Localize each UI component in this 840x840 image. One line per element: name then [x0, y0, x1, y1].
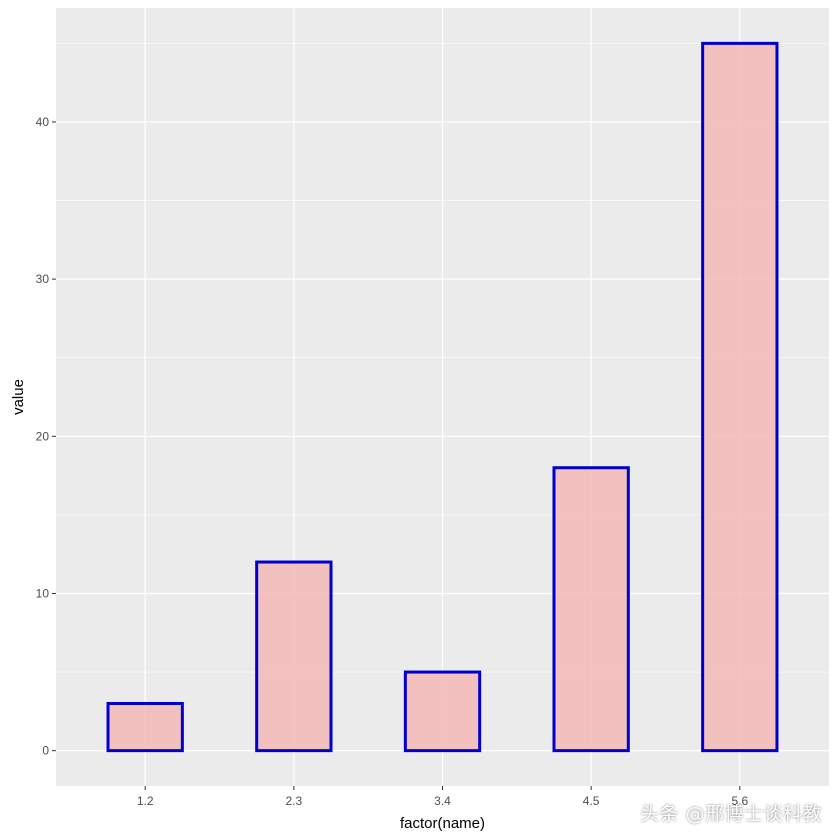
y-tick-label: 30: [36, 272, 50, 286]
y-tick-label: 0: [42, 744, 49, 758]
bar: [403, 670, 482, 753]
x-tick-label: 2.3: [286, 794, 303, 808]
x-tick-label: 5.6: [731, 794, 748, 808]
bar: [701, 41, 779, 753]
bar: [106, 701, 184, 753]
bar: [255, 560, 333, 753]
x-tick-label: 4.5: [583, 794, 600, 808]
watermark: 头条 @邢博士谈科教: [639, 803, 822, 825]
bars: [106, 41, 779, 753]
y-tick-label: 10: [36, 586, 50, 600]
bar: [552, 466, 630, 753]
y-axis-title: value: [10, 379, 27, 415]
x-axis-title: factor(name): [400, 815, 485, 832]
x-axis: 1.2 2.3 3.4 4.5 5.6: [137, 786, 748, 808]
y-tick-label: 20: [36, 429, 50, 443]
y-tick-label: 40: [36, 115, 50, 129]
x-tick-label: 1.2: [137, 794, 154, 808]
y-axis: 0 10 20 30 40: [36, 115, 56, 758]
x-tick-label: 3.4: [434, 794, 451, 808]
